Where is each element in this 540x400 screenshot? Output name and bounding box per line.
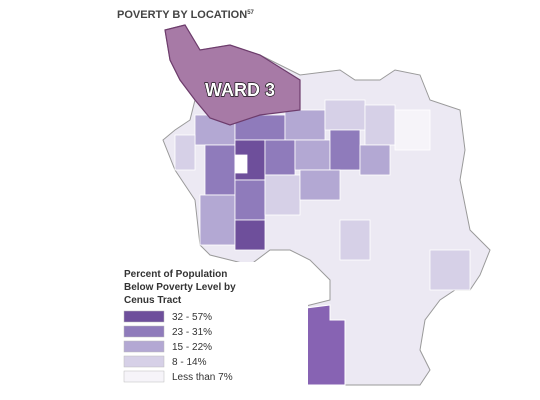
legend-title-line: Below Poverty Level by (124, 282, 236, 293)
tract (199, 194, 236, 246)
tract (429, 249, 471, 291)
tract (174, 134, 196, 171)
title-text: POVERTY BY LOCATION (117, 9, 247, 21)
legend-background (118, 262, 308, 387)
legend-swatch (123, 310, 165, 323)
ward-3 (164, 24, 301, 126)
tract (359, 144, 391, 176)
tract (234, 154, 248, 174)
legend-title-line: Percent of Population (124, 269, 227, 280)
legend-swatch (123, 325, 165, 338)
legend-label: 15 - 22% (172, 342, 212, 353)
legend-items: 32 - 57% 23 - 31% 15 - 22% 8 - 14% Less than… (123, 310, 233, 383)
tract (234, 179, 266, 221)
tract (329, 129, 361, 171)
legend-swatch (123, 370, 165, 383)
tract (264, 139, 296, 176)
tract (394, 109, 431, 151)
tract (204, 144, 236, 196)
legend-label: Less than 7% (172, 372, 233, 383)
tract (339, 219, 371, 261)
legend-swatch (123, 340, 165, 353)
tract (324, 99, 366, 131)
legend-swatch (123, 355, 165, 368)
tract (364, 104, 396, 146)
tract (299, 169, 341, 201)
legend-label: 8 - 14% (172, 357, 207, 368)
title: POVERTY BY LOCATION57 (117, 9, 255, 21)
legend-label: 32 - 57% (172, 312, 212, 323)
tract (234, 219, 266, 251)
title-note: 57 (247, 10, 254, 16)
legend-title-line: Cenus Tract (124, 295, 182, 306)
tract (264, 174, 301, 216)
ward-label: WARD 3 (205, 80, 275, 100)
tract (284, 109, 326, 141)
legend-label: 23 - 31% (172, 327, 212, 338)
legend: Percent of Population Below Poverty Leve… (118, 262, 308, 387)
tract (294, 139, 331, 171)
tracts (174, 99, 471, 291)
